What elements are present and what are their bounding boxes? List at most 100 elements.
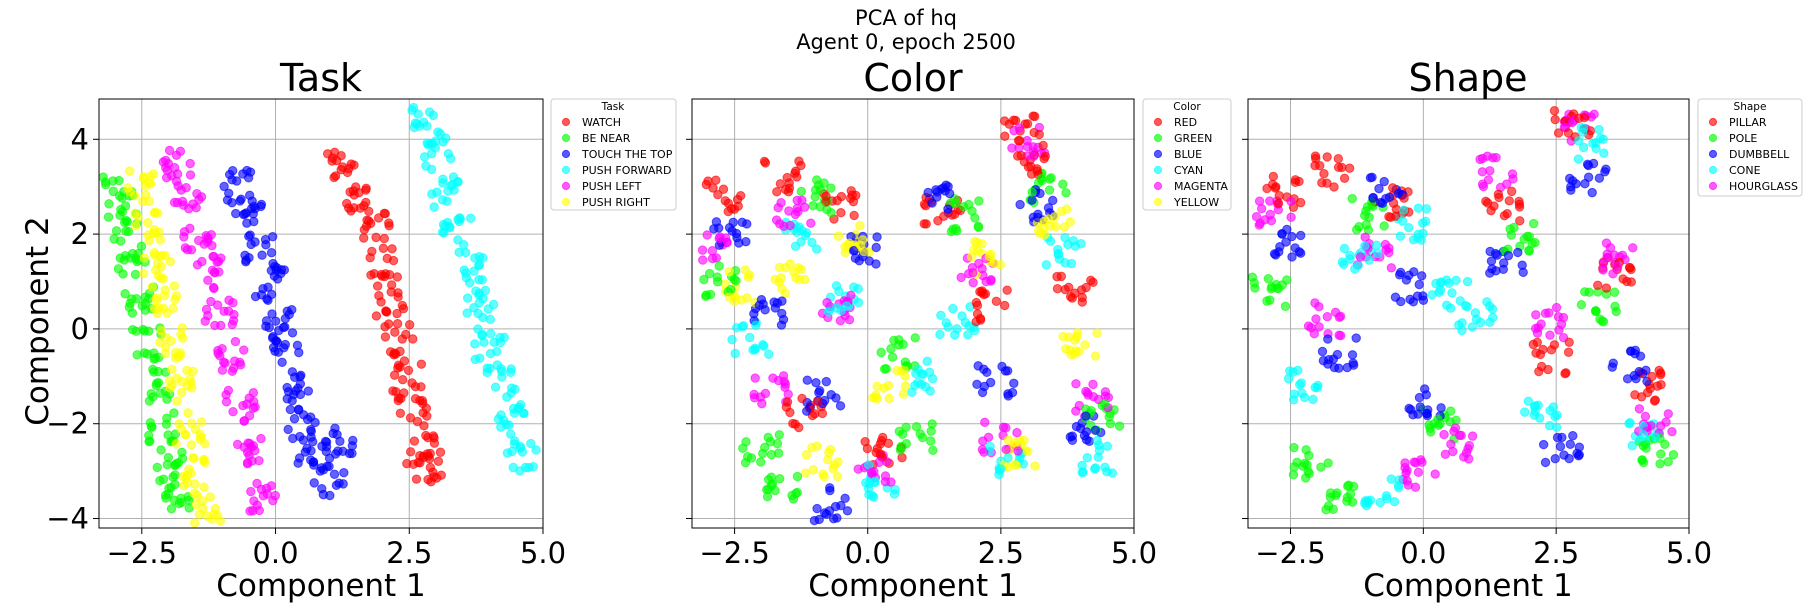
point-color-magenta-542 <box>844 315 855 325</box>
point-shape-pole-346 <box>1519 234 1529 244</box>
legend-label-task-3: PUSH FORWARD <box>582 164 672 177</box>
point-shape-hourglass-326 <box>1360 232 1370 242</box>
point-shape-hourglass-592 <box>1446 439 1456 449</box>
point-task-push-forward-454 <box>429 202 439 212</box>
point-task-touch-the-top-393 <box>309 478 319 488</box>
legend-title-task: Task <box>601 101 626 113</box>
point-task-push-right-777 <box>186 418 197 429</box>
point-color-magenta-220 <box>760 388 771 399</box>
point-color-cyan-759 <box>841 301 852 311</box>
legend-marker-color-2 <box>1153 149 1163 159</box>
legend-label-shape-0: PILLAR <box>1729 116 1767 129</box>
point-task-watch-69 <box>374 291 384 301</box>
point-task-watch-81 <box>380 322 390 332</box>
point-color-magenta-590 <box>698 255 708 265</box>
point-task-be-near-191 <box>120 289 130 299</box>
point-shape-pole-364 <box>1591 306 1601 317</box>
point-shape-pole-300 <box>1524 246 1534 256</box>
point-task-push-left-634 <box>239 345 249 355</box>
point-task-push-right-809 <box>194 509 205 519</box>
point-shape-dumbbell-485 <box>1574 442 1585 452</box>
point-color-magenta-639 <box>977 264 987 274</box>
point-shape-cone-502 <box>1285 366 1295 376</box>
point-task-push-forward-526 <box>497 372 507 382</box>
point-color-yellow-608 <box>1058 331 1068 342</box>
point-color-cyan-763 <box>1090 463 1101 473</box>
point-task-push-left-608 <box>209 267 220 278</box>
point-shape-cone-195 <box>1413 203 1424 213</box>
point-shape-pillar-568 <box>1560 369 1570 379</box>
panel-task: Task Component 1 Component 2 −2.5 0.0 2.5 5… <box>20 56 677 604</box>
legend-marker-color-4 <box>1153 181 1163 191</box>
point-color-magenta-756 <box>980 417 990 428</box>
point-task-push-right-699 <box>141 190 151 200</box>
point-task-push-right-779 <box>195 429 205 440</box>
plot-area-shape: −2.5 0.0 2.5 5.0 <box>1242 98 1712 570</box>
legend-marker-color-3 <box>1153 165 1163 175</box>
point-shape-pole-380 <box>1429 418 1440 429</box>
point-task-watch-53 <box>376 269 387 280</box>
legend-marker-shape-1 <box>1708 133 1718 143</box>
point-shape-hourglass-185 <box>1628 243 1638 253</box>
point-color-yellow-550 <box>883 380 894 391</box>
point-color-yellow-712 <box>1039 216 1049 227</box>
point-shape-pillar-80 <box>1549 106 1560 116</box>
point-task-touch-the-top-370 <box>289 414 300 424</box>
point-color-magenta-725 <box>771 215 782 225</box>
legend-frame-task <box>550 98 677 211</box>
point-task-push-left-674 <box>246 486 256 497</box>
point-color-yellow-649 <box>832 471 843 482</box>
point-task-watch-36 <box>364 216 374 226</box>
point-shape-hourglass-368 <box>1251 212 1262 222</box>
point-color-green-349 <box>887 352 898 362</box>
point-task-push-forward-557 <box>528 461 539 472</box>
point-shape-cone-512 <box>1550 411 1560 422</box>
point-task-push-forward-447 <box>419 152 430 162</box>
panel-title-task: Task <box>279 56 362 100</box>
point-shape-cone-545 <box>1594 124 1604 135</box>
point-shape-pillar-449 <box>1601 283 1612 293</box>
legend-frame-shape <box>1697 98 1803 197</box>
y-tick-label-task-1: −2 <box>46 407 89 441</box>
point-task-push-left-583 <box>191 202 201 213</box>
point-shape-cone-560 <box>1523 396 1534 406</box>
point-task-push-right-785 <box>190 479 200 489</box>
point-color-green-603 <box>712 277 723 287</box>
point-color-blue-523 <box>824 506 835 516</box>
point-shape-pillar-540 <box>1494 192 1504 203</box>
point-task-watch-50 <box>388 255 399 266</box>
point-shape-pole-471 <box>1325 488 1336 498</box>
point-task-push-forward-494 <box>462 293 473 303</box>
point-shape-dumbbell-518 <box>1436 403 1446 413</box>
point-shape-pillar-220 <box>1550 114 1560 125</box>
point-shape-dumbbell-194 <box>1317 346 1328 357</box>
point-shape-hourglass-552 <box>1402 476 1412 486</box>
point-color-green-140 <box>714 261 724 271</box>
point-task-be-near-218 <box>151 380 162 391</box>
point-color-red-727 <box>810 409 820 419</box>
point-task-push-forward-507 <box>479 337 489 347</box>
point-color-yellow-403 <box>796 264 807 275</box>
point-color-green-266 <box>948 224 958 234</box>
point-shape-dumbbell-398 <box>1550 454 1560 464</box>
point-color-blue-578 <box>801 406 812 416</box>
point-task-push-forward-497 <box>478 294 488 304</box>
point-task-push-forward-443 <box>443 148 453 159</box>
point-color-yellow-749 <box>984 251 995 262</box>
point-task-push-forward-502 <box>473 308 483 319</box>
point-shape-pillar-372 <box>1626 277 1637 287</box>
point-task-push-forward-559 <box>515 443 525 453</box>
point-color-cyan-285 <box>1066 258 1077 269</box>
point-shape-hourglass-563 <box>1477 179 1488 189</box>
point-task-watch-5 <box>337 162 348 172</box>
point-shape-cone-241 <box>1398 205 1409 215</box>
point-color-green-650 <box>699 274 709 285</box>
point-task-push-forward-510 <box>470 339 480 349</box>
point-color-magenta-407 <box>793 207 803 217</box>
point-color-blue-376 <box>864 256 874 266</box>
point-color-blue-449 <box>756 295 767 305</box>
point-color-red-138 <box>711 175 721 185</box>
point-shape-pillar-454 <box>1647 371 1657 382</box>
point-task-touch-the-top-405 <box>325 490 335 501</box>
